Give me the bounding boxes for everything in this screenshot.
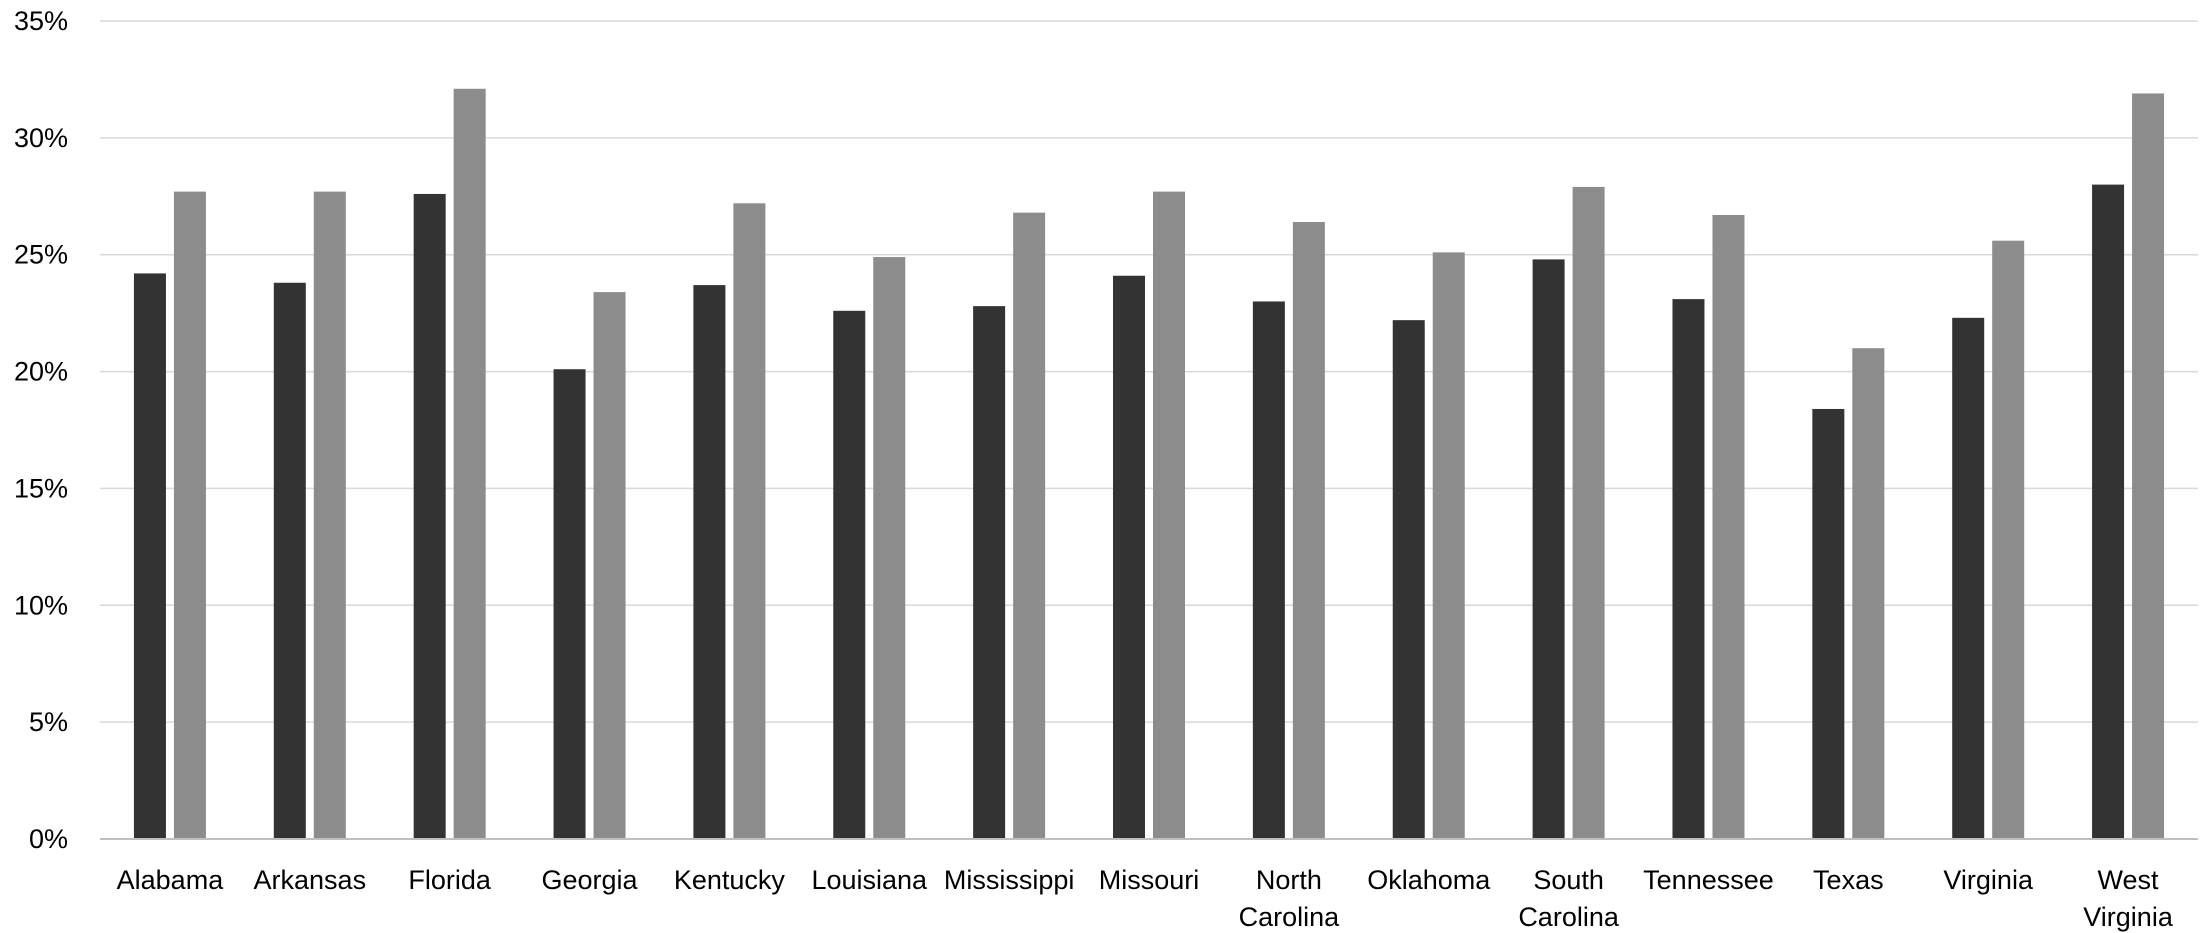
bar-series2-alabama — [173, 191, 206, 839]
bar-series2-south-carolina — [1572, 186, 1605, 840]
y-tick-label: 5% — [29, 707, 68, 737]
bar-series1-arkansas — [273, 282, 306, 839]
x-category-label: Virginia — [1943, 865, 2034, 895]
x-category-label: Louisiana — [811, 865, 928, 895]
bar-series2-louisiana — [873, 257, 906, 840]
x-category-label: South Carolina — [1518, 865, 1620, 932]
bar-series1-florida — [413, 193, 446, 839]
x-category-label: Arkansas — [254, 865, 367, 895]
x-category-label: Kentucky — [674, 865, 786, 895]
x-category-label: Missouri — [1099, 865, 1200, 895]
bar-series2-arkansas — [313, 191, 346, 839]
bar-series1-louisiana — [833, 310, 866, 839]
bar-series2-texas — [1852, 348, 1885, 839]
bar-series2-florida — [453, 88, 486, 839]
x-category-label: Georgia — [542, 865, 639, 895]
x-category-label: Mississippi — [944, 865, 1075, 895]
y-tick-label: 15% — [14, 473, 68, 503]
x-category-label: Texas — [1813, 865, 1884, 895]
bar-series1-south-carolina — [1532, 259, 1565, 840]
bar-series2-tennessee — [1712, 214, 1745, 840]
x-category-label: Tennessee — [1643, 865, 1774, 895]
x-category-label: Florida — [408, 865, 492, 895]
bar-series2-kentucky — [733, 203, 766, 840]
bar-series1-west-virginia — [2092, 184, 2125, 840]
y-tick-label: 35% — [14, 6, 68, 36]
bar-series1-kentucky — [693, 285, 726, 839]
bar-series1-alabama — [133, 273, 166, 839]
bar-series1-north-carolina — [1252, 301, 1285, 839]
bar-series1-oklahoma — [1392, 320, 1425, 839]
grid-lines — [100, 20, 2198, 723]
bar-series2-north-carolina — [1292, 221, 1325, 840]
y-tick-label: 25% — [14, 240, 68, 270]
bars — [133, 88, 2165, 840]
bar-series2-west-virginia — [2132, 93, 2165, 840]
bar-series2-georgia — [593, 292, 626, 839]
bar-series2-mississippi — [1013, 212, 1046, 839]
y-tick-label: 30% — [14, 123, 68, 153]
y-tick-label: 10% — [14, 590, 68, 620]
bar-series1-missouri — [1113, 275, 1145, 840]
y-tick-label: 20% — [14, 357, 68, 387]
x-category-label: Alabama — [117, 865, 225, 895]
bar-series1-texas — [1812, 408, 1845, 839]
bar-series2-virginia — [1992, 240, 2025, 840]
bar-series1-mississippi — [973, 306, 1006, 839]
bar-series2-missouri — [1153, 191, 1185, 839]
x-category-label: Oklahoma — [1367, 865, 1491, 895]
bar-series1-tennessee — [1672, 299, 1705, 839]
x-category-label: West Virginia — [2083, 865, 2174, 932]
y-axis-tick-labels: 0% 5% 10% 15% 20% 25% 30% 35% — [14, 6, 68, 854]
bar-series2-oklahoma — [1432, 252, 1465, 839]
bar-series1-georgia — [553, 369, 586, 839]
x-axis-category-labels: Alabama Arkansas Florida Georgia Kentucky Lou… — [117, 865, 2174, 932]
bar-series1-virginia — [1952, 317, 1985, 839]
y-tick-label: 0% — [29, 824, 68, 854]
x-category-label: North Carolina — [1239, 865, 1341, 932]
